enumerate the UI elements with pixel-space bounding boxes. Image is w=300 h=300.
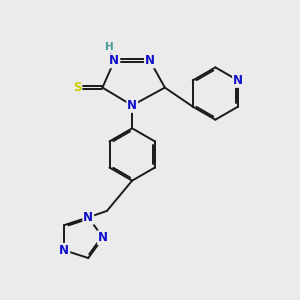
Text: N: N xyxy=(98,231,108,244)
Text: N: N xyxy=(145,54,155,67)
Text: N: N xyxy=(127,99,137,112)
Text: S: S xyxy=(73,81,81,94)
Text: N: N xyxy=(233,74,243,87)
Text: N: N xyxy=(109,54,119,67)
Text: N: N xyxy=(59,244,69,257)
Text: H: H xyxy=(106,43,114,52)
Text: N: N xyxy=(83,211,93,224)
